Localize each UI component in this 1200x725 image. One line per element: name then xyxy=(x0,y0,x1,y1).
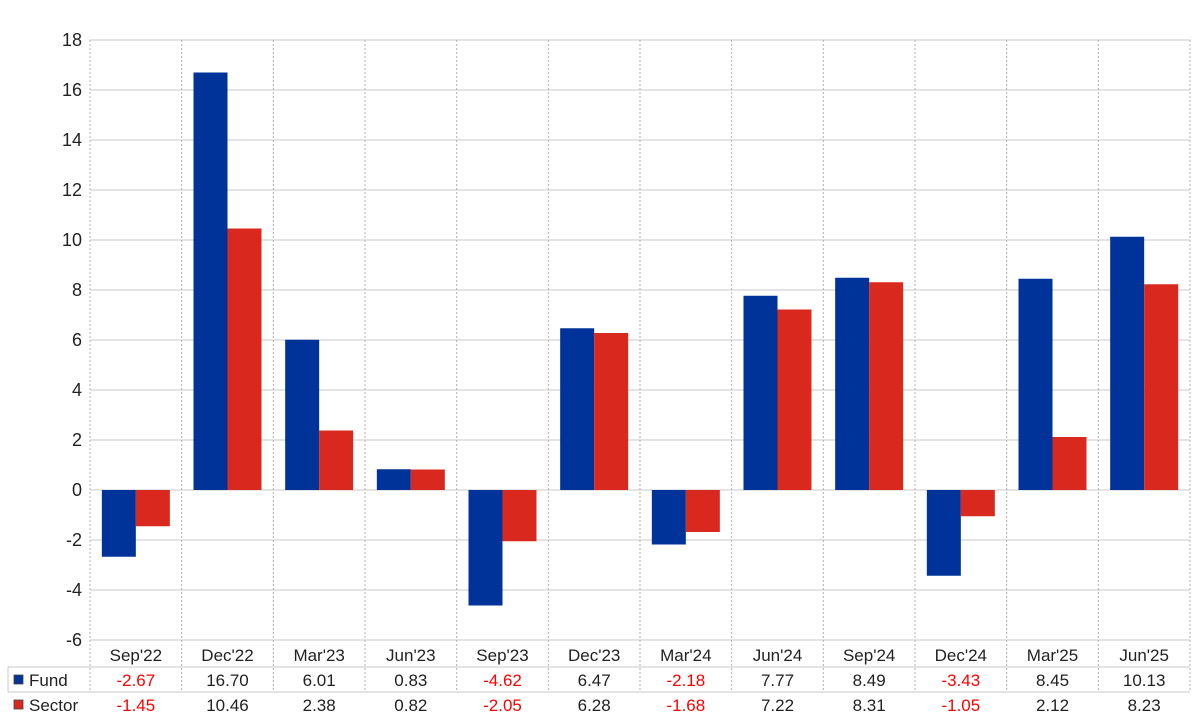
legend-swatch-sector xyxy=(13,699,24,710)
data-label-sector: 8.23 xyxy=(1128,696,1161,715)
data-label-fund: 16.70 xyxy=(206,671,249,690)
bar-fund xyxy=(376,469,411,490)
bar-sector xyxy=(1144,284,1179,490)
y-tick-label: 10 xyxy=(62,230,82,250)
y-tick-label: 2 xyxy=(72,430,82,450)
x-tick-label: Mar'23 xyxy=(293,646,344,665)
data-label-fund: 7.77 xyxy=(761,671,794,690)
x-tick-label: Mar'24 xyxy=(660,646,711,665)
data-label-sector: 10.46 xyxy=(206,696,249,715)
bar-sector xyxy=(960,490,995,517)
data-label-sector: 0.82 xyxy=(394,696,427,715)
data-label-sector: -1.68 xyxy=(666,696,705,715)
y-tick-label: 14 xyxy=(62,130,82,150)
x-tick-label: Dec'23 xyxy=(568,646,620,665)
legend-label-sector: Sector xyxy=(29,696,78,715)
bar-sector xyxy=(319,430,354,490)
data-label-sector: -2.05 xyxy=(483,696,522,715)
data-label-fund: -3.43 xyxy=(941,671,980,690)
y-tick-label: 8 xyxy=(72,280,82,300)
bar-sector xyxy=(869,282,904,490)
x-tick-label: Dec'24 xyxy=(935,646,987,665)
y-tick-label: -4 xyxy=(66,580,82,600)
legend-label-fund: Fund xyxy=(29,671,68,690)
data-label-fund: 6.01 xyxy=(303,671,336,690)
bar-sector xyxy=(410,469,445,490)
bar-sector xyxy=(502,490,537,542)
bar-fund xyxy=(926,490,961,576)
x-tick-label: Sep'23 xyxy=(476,646,528,665)
data-label-fund: 10.13 xyxy=(1123,671,1166,690)
data-label-fund: 8.49 xyxy=(853,671,886,690)
bar-fund xyxy=(193,72,228,490)
y-tick-label: -6 xyxy=(66,630,82,650)
y-tick-label: 4 xyxy=(72,380,82,400)
bar-sector xyxy=(227,228,262,490)
bar-fund xyxy=(743,295,778,490)
bar-fund xyxy=(835,277,870,490)
y-tick-label: 0 xyxy=(72,480,82,500)
bar-fund xyxy=(285,339,320,490)
x-tick-label: Mar'25 xyxy=(1027,646,1078,665)
x-tick-label: Jun'25 xyxy=(1119,646,1169,665)
bar-sector xyxy=(135,490,170,527)
bar-sector xyxy=(777,309,812,490)
x-tick-label: Sep'24 xyxy=(843,646,895,665)
x-tick-label: Sep'22 xyxy=(110,646,162,665)
data-label-sector: 2.12 xyxy=(1036,696,1069,715)
y-tick-label: 18 xyxy=(62,30,82,50)
legend-swatch-fund xyxy=(13,674,24,685)
data-label-sector: 6.28 xyxy=(578,696,611,715)
bar-fund xyxy=(560,328,595,490)
x-tick-label: Jun'24 xyxy=(753,646,803,665)
data-label-fund: 6.47 xyxy=(578,671,611,690)
bar-sector xyxy=(685,490,720,532)
data-label-sector: -1.45 xyxy=(116,696,155,715)
y-tick-label: 12 xyxy=(62,180,82,200)
bar-fund xyxy=(101,490,136,557)
data-label-sector: 7.22 xyxy=(761,696,794,715)
data-label-fund: -4.62 xyxy=(483,671,522,690)
bar-sector xyxy=(594,333,629,490)
y-tick-label: 16 xyxy=(62,80,82,100)
y-tick-label: -2 xyxy=(66,530,82,550)
data-label-sector: -1.05 xyxy=(941,696,980,715)
data-label-fund: 8.45 xyxy=(1036,671,1069,690)
bar-fund xyxy=(651,490,686,545)
data-label-fund: 0.83 xyxy=(394,671,427,690)
bar-fund xyxy=(1110,236,1145,490)
x-tick-label: Jun'23 xyxy=(386,646,436,665)
data-label-fund: -2.18 xyxy=(666,671,705,690)
data-label-sector: 8.31 xyxy=(853,696,886,715)
x-tick-label: Dec'22 xyxy=(201,646,253,665)
data-label-fund: -2.67 xyxy=(116,671,155,690)
data-label-sector: 2.38 xyxy=(303,696,336,715)
bar-sector xyxy=(1052,437,1087,490)
y-tick-label: 6 xyxy=(72,330,82,350)
bar-fund xyxy=(1018,278,1053,490)
bar-fund xyxy=(468,490,503,606)
